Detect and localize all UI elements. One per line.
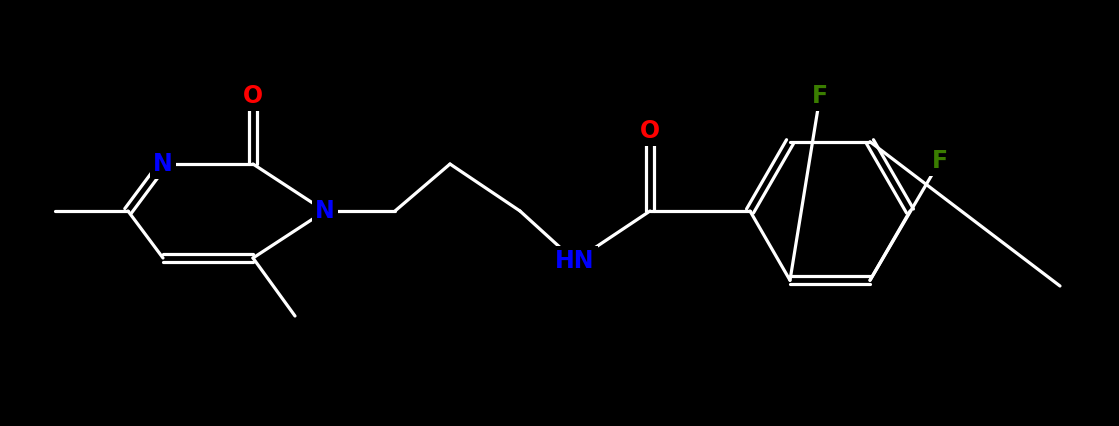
- Text: O: O: [243, 84, 263, 108]
- Text: HN: HN: [555, 249, 595, 273]
- Text: N: N: [316, 199, 335, 223]
- Text: N: N: [153, 152, 172, 176]
- Text: F: F: [932, 149, 948, 173]
- Text: F: F: [812, 84, 828, 108]
- Text: O: O: [640, 119, 660, 143]
